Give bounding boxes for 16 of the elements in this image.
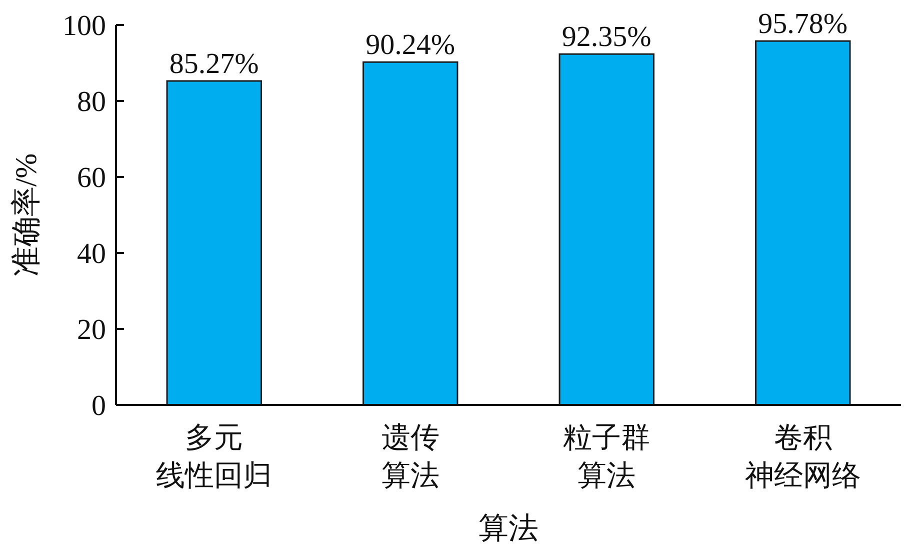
data-label: 92.35% <box>562 21 652 54</box>
x-tick-label: 遗传 算法 <box>381 422 440 492</box>
y-tick-label: 80 <box>77 86 106 118</box>
data-label: 90.24% <box>366 29 456 62</box>
x-tick-label: 粒子群算法 <box>563 422 650 492</box>
y-tick-label: 20 <box>77 314 106 346</box>
x-tick-label: 卷积神经网络 <box>744 422 861 492</box>
y-tick-label: 100 <box>62 10 106 42</box>
y-tick-label: 60 <box>77 162 106 194</box>
data-label: 95.78% <box>758 8 848 40</box>
x-tick-label: 多元线性回归 <box>156 422 272 492</box>
y-tick-label: 40 <box>77 238 106 270</box>
y-tick-label: 0 <box>92 390 106 422</box>
y-axis-title: 准确率/% <box>10 153 43 277</box>
x-axis-title: 算法 <box>478 512 538 545</box>
data-label: 85.27% <box>169 48 259 80</box>
